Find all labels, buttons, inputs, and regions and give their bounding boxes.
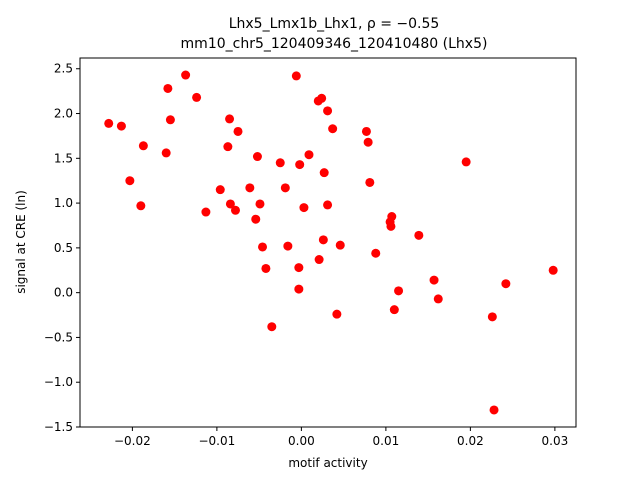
plot-frame (79, 57, 577, 428)
data-point (161, 148, 171, 158)
y-tick-label: 1.5 (54, 151, 73, 165)
data-point (163, 83, 173, 93)
data-point (433, 294, 443, 304)
y-tick-label: 2.0 (54, 107, 73, 121)
data-point (181, 70, 191, 80)
y-tick-label: −0.5 (44, 330, 73, 344)
y-axis-ticks: −1.5 −1.0 −0.5 0.0 0.5 1.0 1.5 2.0 2.5 (44, 62, 80, 434)
data-point (414, 230, 424, 240)
data-points (104, 70, 558, 415)
data-point (258, 242, 268, 252)
data-point (294, 263, 304, 273)
x-tick-label: 0.02 (457, 434, 484, 448)
x-tick-label: −0.02 (114, 434, 151, 448)
data-point (104, 118, 114, 128)
data-point (361, 126, 371, 136)
chart-title-line2: mm10_chr5_120409346_120410480 (Lhx5) (181, 36, 488, 52)
data-point (394, 286, 404, 296)
data-point (323, 106, 333, 116)
data-point (165, 115, 175, 125)
data-point (267, 322, 277, 332)
data-point (138, 141, 148, 151)
y-axis-label: signal at CRE (ln) (14, 190, 28, 294)
x-tick-label: 0.01 (373, 434, 400, 448)
data-point (136, 201, 146, 211)
data-point (387, 212, 397, 222)
data-point (319, 168, 329, 178)
data-point (461, 157, 471, 167)
data-point (487, 312, 497, 322)
y-tick-label: 0.0 (54, 286, 73, 300)
data-point (116, 121, 126, 131)
data-point (371, 248, 381, 258)
x-tick-label: 0.00 (288, 434, 315, 448)
data-point (280, 183, 290, 193)
data-point (261, 263, 271, 273)
data-point (386, 221, 396, 231)
data-point (318, 235, 328, 245)
data-point (314, 255, 324, 265)
data-point (255, 199, 265, 209)
y-tick-label: 1.0 (54, 196, 73, 210)
x-axis-ticks: −0.02 −0.01 0.00 0.01 0.02 0.03 (114, 427, 568, 448)
data-point (215, 185, 225, 195)
data-point (328, 124, 338, 134)
data-point (323, 200, 333, 210)
data-point (317, 93, 327, 103)
x-axis-label: motif activity (288, 456, 367, 470)
y-tick-label: −1.0 (44, 375, 73, 389)
chart-title-line1: Lhx5_Lmx1b_Lhx1, ρ = −0.55 (229, 16, 440, 32)
data-point (304, 150, 314, 160)
data-point (299, 203, 309, 213)
data-point (291, 71, 301, 81)
data-point (389, 305, 399, 315)
data-point (225, 114, 235, 124)
y-tick-label: 0.5 (54, 241, 73, 255)
data-point (245, 183, 255, 193)
x-tick-label: −0.01 (198, 434, 235, 448)
data-point (223, 142, 233, 152)
data-point (429, 275, 439, 285)
data-point (489, 405, 499, 415)
data-point (501, 279, 511, 289)
data-point (294, 284, 304, 294)
data-point (230, 205, 240, 215)
data-point (283, 241, 293, 251)
data-point (125, 176, 135, 186)
y-tick-label: 2.5 (54, 62, 73, 76)
data-point (295, 160, 305, 170)
y-tick-label: −1.5 (44, 420, 73, 434)
data-point (548, 265, 558, 275)
data-point (275, 158, 285, 168)
data-point (332, 309, 342, 319)
data-point (233, 126, 243, 136)
data-point (251, 214, 261, 224)
x-tick-label: 0.03 (542, 434, 569, 448)
data-point (252, 152, 262, 162)
data-point (363, 137, 373, 147)
data-point (192, 92, 202, 102)
data-point (201, 207, 211, 217)
data-point (225, 199, 235, 209)
data-point (335, 240, 345, 250)
data-point (365, 177, 375, 187)
